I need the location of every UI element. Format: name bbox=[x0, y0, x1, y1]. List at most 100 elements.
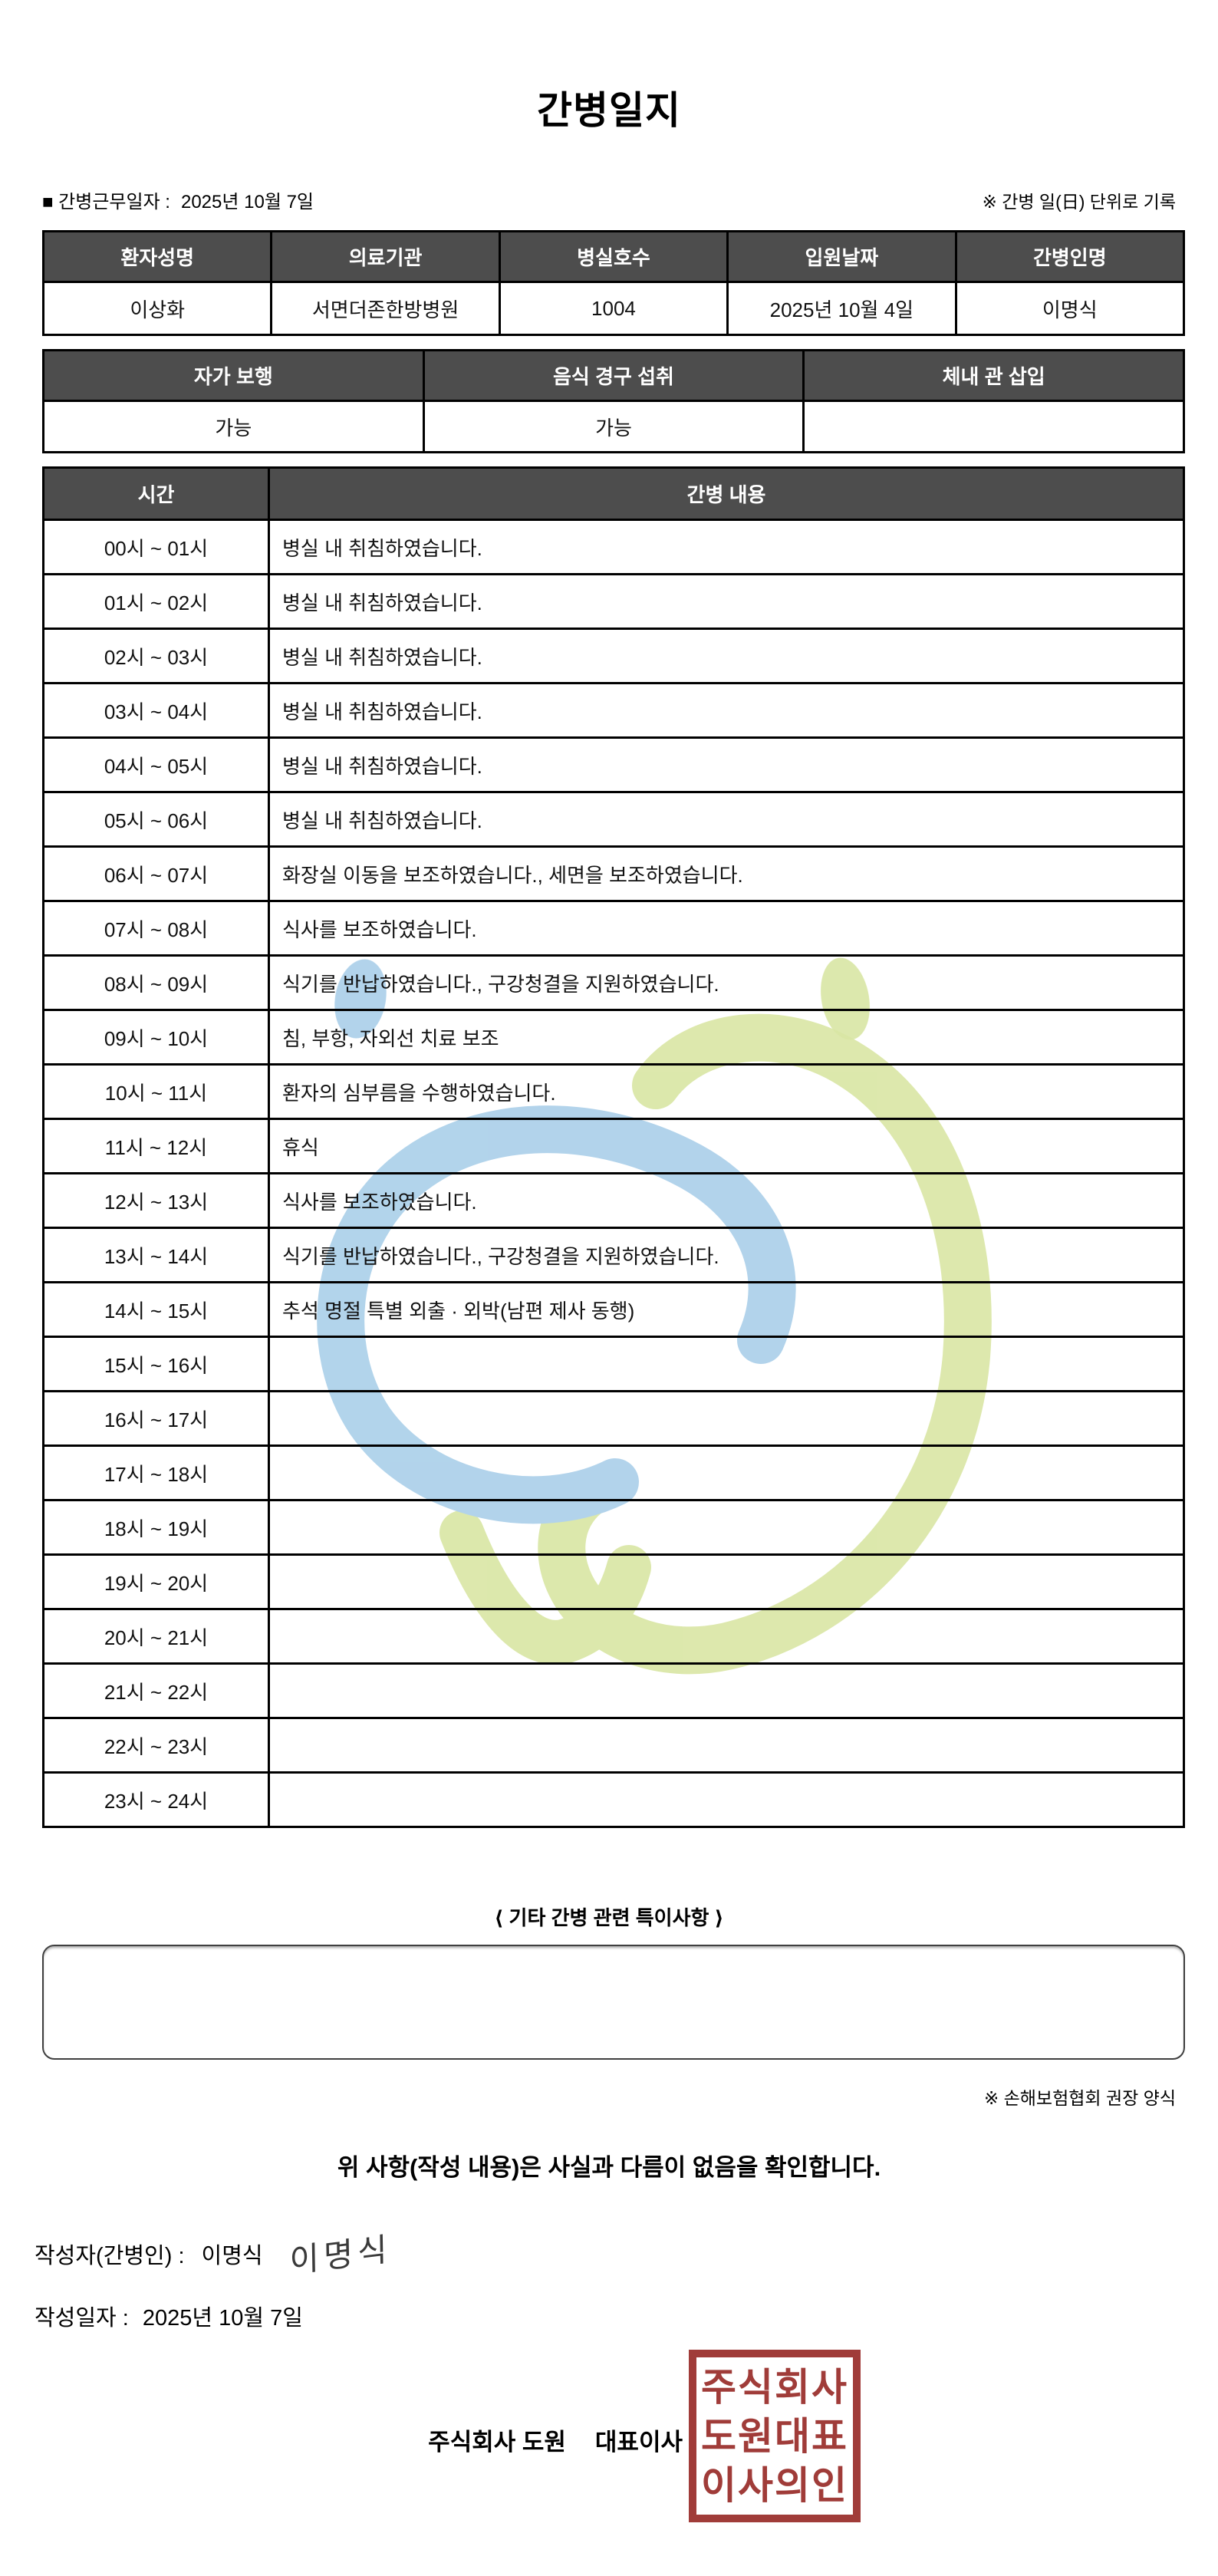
seal-line: 도원대표 bbox=[701, 2414, 848, 2458]
time-cell: 11시 ~ 12시 bbox=[42, 1118, 270, 1174]
status-header-row: 자가 보행 음식 경구 섭취 체내 관 삽입 bbox=[42, 349, 1185, 402]
header-cell: 자가 보행 bbox=[42, 349, 425, 402]
time-cell: 20시 ~ 21시 bbox=[42, 1608, 270, 1665]
tube-insertion-cell bbox=[802, 400, 1185, 453]
time-cell: 07시 ~ 08시 bbox=[42, 900, 270, 957]
care-content-cell: 병실 내 취침하였습니다. bbox=[268, 628, 1185, 684]
time-cell: 17시 ~ 18시 bbox=[42, 1444, 270, 1501]
time-cell: 23시 ~ 24시 bbox=[42, 1771, 270, 1828]
care-row: 17시 ~ 18시 bbox=[42, 1444, 1185, 1501]
company-name: 주식회사 도원 bbox=[428, 2429, 566, 2456]
care-content-cell: 병실 내 취침하였습니다. bbox=[268, 573, 1185, 630]
care-row: 00시 ~ 01시 병실 내 취침하였습니다. bbox=[42, 519, 1185, 575]
written-date-value: 2025년 10월 7일 bbox=[142, 2306, 303, 2331]
care-content-cell: 병실 내 취침하였습니다. bbox=[268, 682, 1185, 739]
header-cell: 의료기관 bbox=[270, 230, 501, 283]
written-date-line: 작성일자 : 2025년 10월 7일 bbox=[35, 2300, 303, 2332]
time-cell: 06시 ~ 07시 bbox=[42, 845, 270, 902]
care-row: 07시 ~ 08시 식사를 보조하였습니다. bbox=[42, 900, 1185, 957]
care-row: 12시 ~ 13시 식사를 보조하였습니다. bbox=[42, 1172, 1185, 1229]
care-content-cell: 병실 내 취침하였습니다. bbox=[268, 519, 1185, 575]
care-row: 19시 ~ 20시 bbox=[42, 1553, 1185, 1610]
special-notes-box bbox=[42, 1945, 1185, 2060]
care-row: 15시 ~ 16시 bbox=[42, 1336, 1185, 1392]
care-content-cell: 추석 명절 특별 외출 · 외박(남편 제사 동행) bbox=[268, 1281, 1185, 1338]
writer-name: 이명식 bbox=[201, 2244, 263, 2268]
care-content-cell bbox=[268, 1717, 1185, 1774]
written-date-label: 작성일자 : bbox=[35, 2306, 129, 2331]
work-date-line: ■ 간병근무일자 : 2025년 10월 7일 bbox=[42, 186, 314, 213]
time-cell: 16시 ~ 17시 bbox=[42, 1390, 270, 1447]
care-content-cell: 식기를 반납하였습니다., 구강청결을 지원하였습니다. bbox=[268, 954, 1185, 1011]
care-content-cell bbox=[268, 1662, 1185, 1719]
status-value-row: 가능 가능 bbox=[42, 400, 1185, 453]
time-cell: 22시 ~ 23시 bbox=[42, 1717, 270, 1774]
care-content-cell bbox=[268, 1499, 1185, 1556]
care-row: 22시 ~ 23시 bbox=[42, 1717, 1185, 1774]
patient-value-row: 이상화 서면더존한방병원 1004 2025년 10월 4일 이명식 bbox=[41, 281, 1186, 336]
time-cell: 21시 ~ 22시 bbox=[42, 1662, 270, 1719]
time-cell: 12시 ~ 13시 bbox=[42, 1172, 270, 1229]
oral-intake-cell: 가능 bbox=[422, 400, 805, 453]
care-content-cell bbox=[268, 1553, 1185, 1610]
care-content-cell: 식사를 보조하였습니다. bbox=[268, 1172, 1185, 1229]
time-cell: 09시 ~ 10시 bbox=[42, 1009, 270, 1066]
time-cell: 03시 ~ 04시 bbox=[42, 682, 270, 739]
care-row: 03시 ~ 04시 병실 내 취침하였습니다. bbox=[42, 682, 1185, 739]
time-cell: 14시 ~ 15시 bbox=[42, 1281, 270, 1338]
care-row: 06시 ~ 07시 화장실 이동을 보조하였습니다., 세면을 보조하였습니다. bbox=[42, 845, 1185, 902]
care-row: 11시 ~ 12시 휴식 bbox=[42, 1118, 1185, 1174]
care-row: 18시 ~ 19시 bbox=[42, 1499, 1185, 1556]
self-walking-cell: 가능 bbox=[42, 400, 425, 453]
patient-header-row: 환자성명 의료기관 병실호수 입원날짜 간병인명 bbox=[41, 230, 1186, 283]
care-content-cell bbox=[268, 1390, 1185, 1447]
care-content-cell: 화장실 이동을 보조하였습니다., 세면을 보조하였습니다. bbox=[268, 845, 1185, 902]
page-title: 간병일지 bbox=[537, 89, 681, 132]
caregiver-name-cell: 이명식 bbox=[954, 281, 1186, 336]
header-cell: 체내 관 삽입 bbox=[802, 349, 1185, 402]
header-cell: 병실호수 bbox=[498, 230, 729, 283]
care-row: 13시 ~ 14시 식기를 반납하였습니다., 구강청결을 지원하였습니다. bbox=[42, 1227, 1185, 1283]
header-cell: 간병인명 bbox=[954, 230, 1186, 283]
time-cell: 04시 ~ 05시 bbox=[42, 736, 270, 793]
care-content-cell: 병실 내 취침하였습니다. bbox=[268, 736, 1185, 793]
time-cell: 01시 ~ 02시 bbox=[42, 573, 270, 630]
time-cell: 19시 ~ 20시 bbox=[42, 1553, 270, 1610]
time-cell: 10시 ~ 11시 bbox=[42, 1063, 270, 1120]
time-header-cell: 시간 bbox=[42, 466, 270, 521]
seal-line: 주식회사 bbox=[701, 2365, 848, 2409]
patient-status-table: 자가 보행 음식 경구 섭취 체내 관 삽입 가능 가능 bbox=[42, 349, 1185, 453]
room-number-cell: 1004 bbox=[498, 281, 729, 336]
care-row: 20시 ~ 21시 bbox=[42, 1608, 1185, 1665]
time-cell: 08시 ~ 09시 bbox=[42, 954, 270, 1011]
work-date-value: 2025년 10월 7일 bbox=[180, 192, 314, 212]
care-content-cell bbox=[268, 1771, 1185, 1828]
care-rows: 00시 ~ 01시 병실 내 취침하였습니다. 01시 ~ 02시 병실 내 취… bbox=[42, 519, 1185, 1828]
time-cell: 13시 ~ 14시 bbox=[42, 1227, 270, 1283]
care-row: 09시 ~ 10시 침, 부항, 자외선 치료 보조 bbox=[42, 1009, 1185, 1066]
time-cell: 05시 ~ 06시 bbox=[42, 791, 270, 848]
unit-note: ※ 간병 일(日) 단위로 기록 bbox=[982, 192, 1176, 212]
care-content-cell: 식기를 반납하였습니다., 구강청결을 지원하였습니다. bbox=[268, 1227, 1185, 1283]
header-cell: 입원날짜 bbox=[726, 230, 957, 283]
work-date-label: ■ 간병근무일자 : bbox=[42, 192, 170, 212]
patient-info-table: 환자성명 의료기관 병실호수 입원날짜 간병인명 이상화 서면더존한방병원 10… bbox=[41, 230, 1186, 336]
care-row: 02시 ~ 03시 병실 내 취침하였습니다. bbox=[42, 628, 1185, 684]
patient-name-cell: 이상화 bbox=[41, 281, 273, 336]
confirmation-statement: 위 사항(작성 내용)은 사실과 다름이 없음을 확인합니다. bbox=[337, 2154, 881, 2181]
care-log-table: 시간 간병 내용 00시 ~ 01시 병실 내 취침하였습니다. 01시 ~ 0… bbox=[42, 466, 1185, 1828]
time-cell: 18시 ~ 19시 bbox=[42, 1499, 270, 1556]
header-cell: 환자성명 bbox=[41, 230, 273, 283]
care-row: 23시 ~ 24시 bbox=[42, 1771, 1185, 1828]
corporate-seal-stamp: 주식회사 도원대표 이사의인 bbox=[689, 2350, 861, 2522]
care-row: 05시 ~ 06시 병실 내 취침하였습니다. bbox=[42, 791, 1185, 848]
special-notes-label: ⟨ 기타 간병 관련 특이사항 ⟩ bbox=[494, 1906, 724, 1929]
admission-date-cell: 2025년 10월 4일 bbox=[726, 281, 957, 336]
care-content-cell bbox=[268, 1336, 1185, 1392]
care-content-cell: 병실 내 취침하였습니다. bbox=[268, 791, 1185, 848]
care-content-cell bbox=[268, 1444, 1185, 1501]
handwritten-signature: 이명식 bbox=[288, 2230, 392, 2280]
meta-row: ■ 간병근무일자 : 2025년 10월 7일 ※ 간병 일(日) 단위로 기록 bbox=[42, 186, 1176, 213]
care-row: 04시 ~ 05시 병실 내 취침하였습니다. bbox=[42, 736, 1185, 793]
